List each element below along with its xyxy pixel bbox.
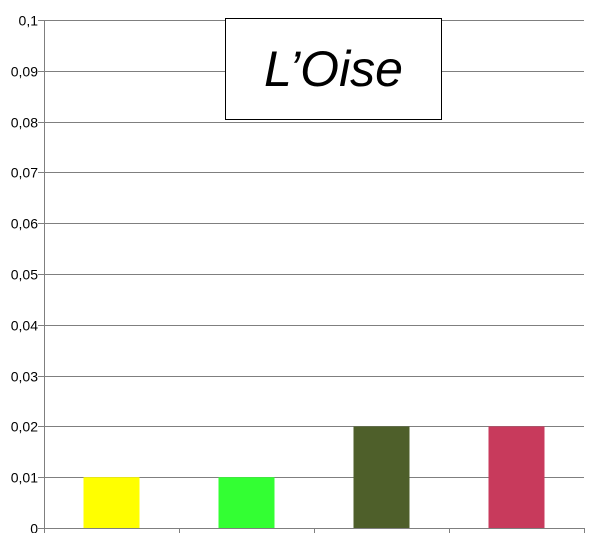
y-tick-label: 0,03 [11, 369, 38, 385]
y-tick-label: 0 [30, 521, 38, 534]
chart-title: L’Oise [264, 41, 403, 97]
bar-3 [353, 426, 410, 528]
bar-4 [488, 426, 545, 528]
y-tick-label: 0,04 [11, 318, 38, 334]
y-tick-label: 0,08 [11, 115, 38, 131]
chart-title-box: L’Oise [225, 18, 442, 120]
y-tick-label: 0,01 [11, 470, 38, 486]
y-tick-label: 0,06 [11, 216, 38, 232]
y-tick-label: 0,07 [11, 165, 38, 181]
bar-2 [218, 477, 275, 528]
y-tick-label: 0,02 [11, 419, 38, 435]
y-tick-label: 0,09 [11, 64, 38, 80]
bars [83, 426, 545, 528]
bar-1 [83, 477, 140, 528]
y-axis-tick-labels: 0 0,01 0,02 0,03 0,04 0,05 0,06 0,07 0,08 0,09 0,1 [11, 13, 39, 537]
y-tick-label: 0,1 [19, 13, 39, 29]
axes [38, 20, 585, 533]
y-tick-label: 0,05 [11, 267, 38, 283]
